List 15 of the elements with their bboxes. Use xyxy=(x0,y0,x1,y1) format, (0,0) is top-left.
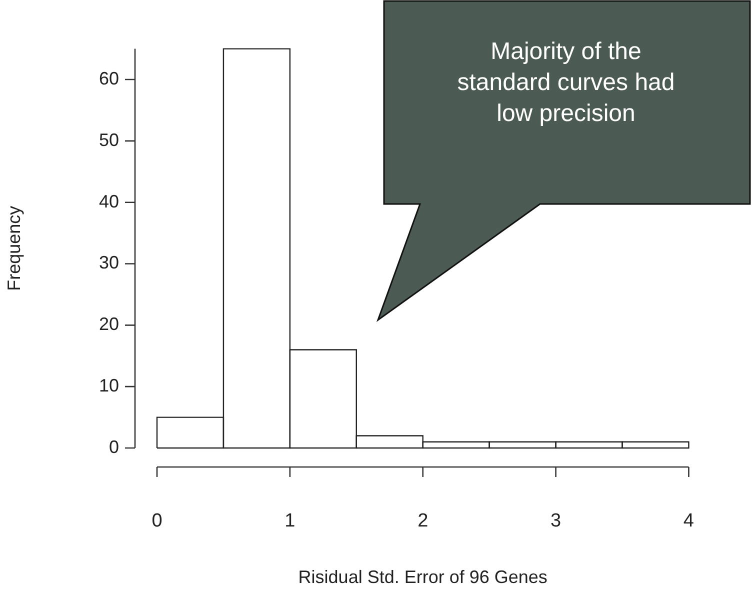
y-tick-label: 50 xyxy=(98,130,119,150)
y-tick-label: 20 xyxy=(98,314,119,334)
y-tick-label: 60 xyxy=(98,68,119,88)
x-tick-label: 4 xyxy=(683,510,694,532)
x-tick-label: 2 xyxy=(418,510,428,532)
x-axis-title: Risidual Std. Error of 96 Genes xyxy=(298,567,548,588)
x-tick-label: 3 xyxy=(550,510,562,532)
x-tick-label: 0 xyxy=(152,510,162,532)
y-tick-label: 10 xyxy=(98,376,119,396)
y-tick-label: 40 xyxy=(98,191,119,212)
y-axis-title: Frequency xyxy=(4,206,24,291)
annotation: Majority of the standard curves had low precision xyxy=(456,37,676,129)
y-tick-label: 30 xyxy=(98,252,119,273)
x-tick-label: 1 xyxy=(284,510,296,532)
y-tick-label: 0 xyxy=(108,436,119,457)
